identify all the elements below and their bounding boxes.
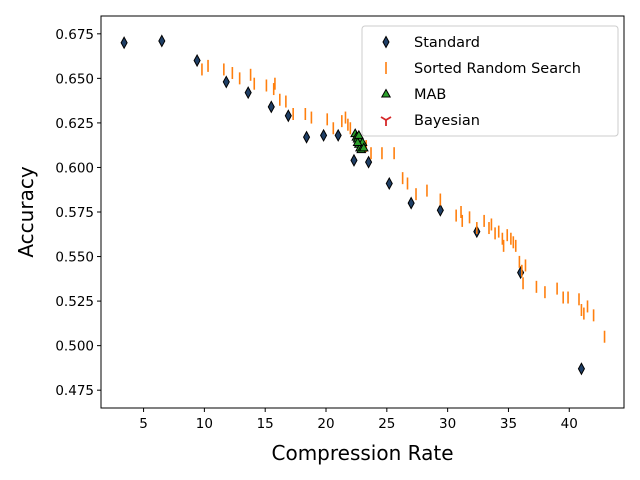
data-point xyxy=(407,196,415,210)
y-tick-label: 0.475 xyxy=(55,383,94,399)
legend-marker xyxy=(380,116,392,126)
chart-marks xyxy=(120,34,606,376)
y-axis-label: Accuracy xyxy=(14,166,38,257)
data-point xyxy=(267,100,275,114)
y-tick-label: 0.650 xyxy=(55,71,94,87)
x-tick-label: 25 xyxy=(378,416,395,432)
series-mab xyxy=(350,128,369,154)
data-point xyxy=(244,86,252,100)
data-point xyxy=(353,129,364,139)
legend-item: Bayesian xyxy=(380,113,480,129)
x-axis-ticks: 5 10 15 20 25 30 35 40 xyxy=(139,408,578,432)
y-tick-label: 0.525 xyxy=(55,294,94,310)
y-tick-label: 0.500 xyxy=(55,339,94,355)
legend-label: MAB xyxy=(414,87,446,103)
data-point xyxy=(222,75,230,89)
legend-marker xyxy=(382,35,390,49)
x-tick-label: 15 xyxy=(257,416,274,432)
data-point xyxy=(158,34,166,48)
legend-item: Standard xyxy=(382,35,480,51)
data-point xyxy=(302,130,311,144)
series-sorted-random-search xyxy=(201,59,606,343)
data-point xyxy=(517,266,525,280)
data-point xyxy=(284,109,292,123)
data-point xyxy=(320,128,328,142)
legend-item: MAB xyxy=(380,87,446,103)
x-tick-label: 20 xyxy=(317,416,334,432)
y-tick-label: 0.625 xyxy=(55,116,94,132)
data-point xyxy=(577,362,585,376)
legend-label: Standard xyxy=(414,35,480,51)
x-tick-label: 35 xyxy=(500,416,517,432)
legend-item: Sorted Random Search xyxy=(385,61,581,77)
y-tick-label: 0.575 xyxy=(55,205,94,221)
data-point xyxy=(350,153,358,167)
x-tick-label: 40 xyxy=(561,416,578,432)
legend-box xyxy=(361,25,619,137)
x-tick-label: 10 xyxy=(196,416,213,432)
data-point xyxy=(365,155,373,169)
data-point xyxy=(193,54,201,68)
data-point xyxy=(120,36,128,50)
x-axis-label: Compression Rate xyxy=(272,441,454,465)
y-tick-label: 0.675 xyxy=(55,27,94,43)
data-point xyxy=(334,128,342,142)
y-tick-label: 0.550 xyxy=(55,250,94,266)
x-tick-label: 30 xyxy=(439,416,456,432)
legend-marker xyxy=(380,88,392,98)
legend-label: Bayesian xyxy=(414,113,480,129)
data-point xyxy=(358,142,369,152)
y-tick-label: 0.600 xyxy=(55,160,94,176)
legend-label: Sorted Random Search xyxy=(414,61,581,77)
series-standard xyxy=(120,34,585,376)
y-axis-ticks: 0.475 0.500 0.525 0.550 0.575 0.600 0.625 0.650… xyxy=(55,27,101,399)
data-point xyxy=(385,176,393,191)
data-point xyxy=(436,203,444,217)
legend: Standard Sorted Random Search MAB Bayesian xyxy=(361,25,619,137)
data-point xyxy=(352,136,363,147)
x-tick-label: 5 xyxy=(139,416,148,432)
